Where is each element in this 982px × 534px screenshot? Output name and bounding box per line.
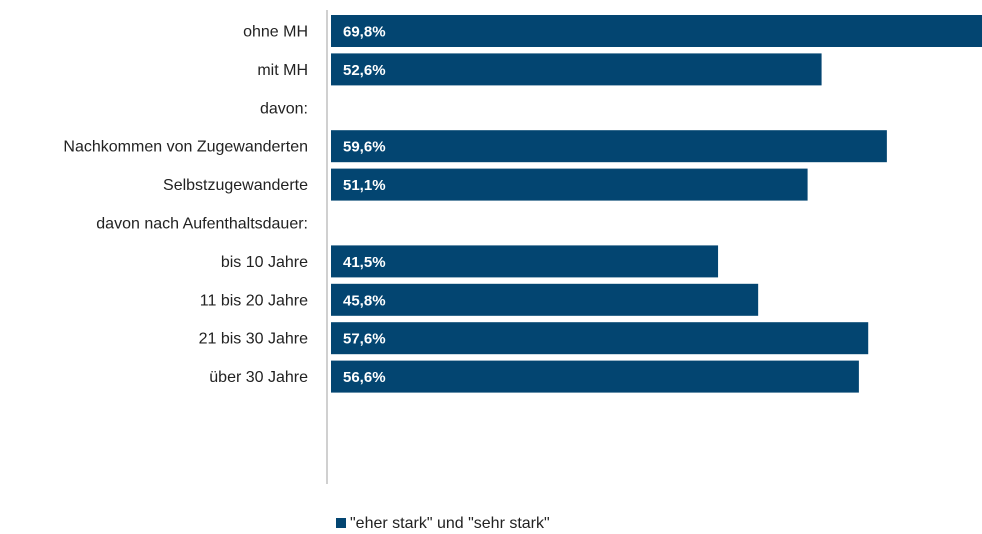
category-label: 11 bis 20 Jahre <box>200 292 308 309</box>
category-label: 21 bis 30 Jahre <box>199 331 309 348</box>
bar <box>331 53 822 86</box>
bar <box>331 15 982 47</box>
bar <box>331 168 808 201</box>
category-label: bis 10 Jahre <box>221 254 308 271</box>
bar <box>331 245 719 278</box>
category-label: Selbstzugewanderte <box>163 177 308 194</box>
data-label: 52,6% <box>343 62 386 79</box>
data-label: 57,6% <box>343 331 386 348</box>
bar <box>331 283 759 316</box>
data-label: 69,8% <box>343 24 386 41</box>
category-label: davon nach Aufenthaltsdauer: <box>96 216 308 233</box>
data-label: 56,6% <box>343 369 386 386</box>
category-label: ohne MH <box>243 24 308 41</box>
data-label: 59,6% <box>343 139 386 156</box>
category-label: mit MH <box>257 62 308 79</box>
legend: "eher stark" und "sehr stark" <box>336 515 550 532</box>
category-label: Nachkommen von Zugewanderten <box>63 139 308 156</box>
category-label: über 30 Jahre <box>209 369 308 386</box>
plot-area: ohne MH 69,8% mit MH 52,6% davon: Nachkommen … <box>63 10 982 484</box>
data-label: 41,5% <box>343 254 386 271</box>
data-label: 51,1% <box>343 177 386 194</box>
bar <box>331 322 869 355</box>
bar <box>331 360 859 393</box>
legend-label: "eher stark" und "sehr stark" <box>350 515 550 532</box>
data-label: 45,8% <box>343 292 386 309</box>
category-label: davon: <box>260 100 308 117</box>
bar <box>331 130 887 163</box>
legend-swatch <box>336 518 346 528</box>
